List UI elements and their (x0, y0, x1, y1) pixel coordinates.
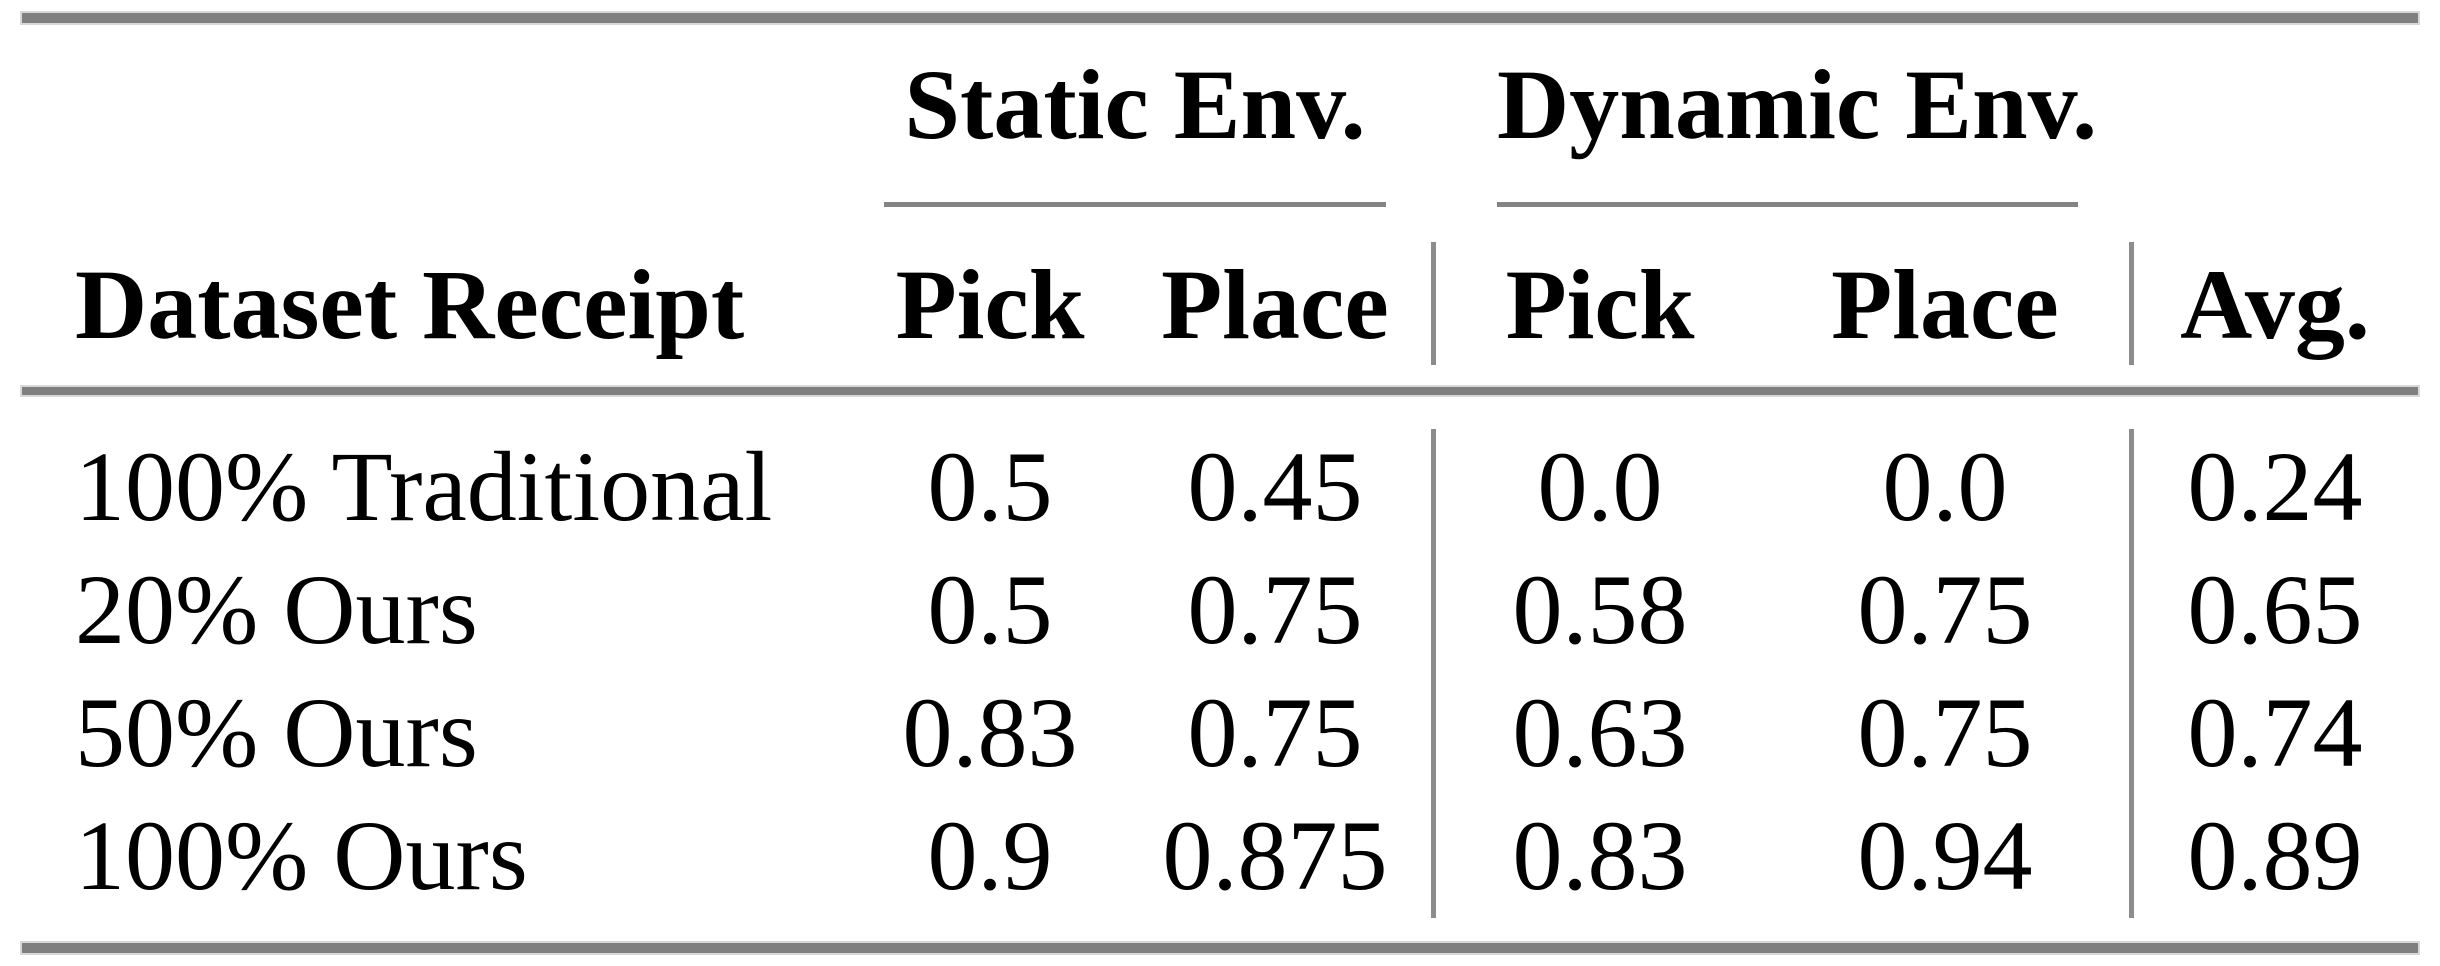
cell-avg: 0.65 (2187, 554, 2363, 665)
cell-static-place: 0.75 (1187, 677, 1363, 788)
top-rule (20, 11, 2420, 25)
header-avg: Avg. (2180, 249, 2370, 360)
cell-dynamic-pick: 0.0 (1537, 431, 1663, 542)
cell-static-place: 0.75 (1187, 554, 1363, 665)
cell-static-place: 0.45 (1187, 431, 1363, 542)
cell-avg: 0.74 (2187, 677, 2363, 788)
cell-dynamic-place: 0.75 (1857, 677, 2033, 788)
dynamic-env-underline-rule (1497, 202, 2078, 207)
table-row: 100% Ours 0.9 0.875 0.83 0.94 0.89 (20, 794, 2420, 917)
cell-static-pick: 0.5 (927, 554, 1053, 665)
cell-dynamic-place: 0.75 (1857, 554, 2033, 665)
static-env-underline-rule (884, 202, 1386, 207)
row-label: 20% Ours (75, 554, 478, 665)
cell-static-pick: 0.9 (927, 800, 1053, 911)
vertical-rule-dynamic-avg-body (2129, 429, 2134, 918)
cell-dynamic-pick: 0.63 (1512, 677, 1688, 788)
cell-dynamic-place: 0.0 (1882, 431, 2008, 542)
cell-avg: 0.89 (2187, 800, 2363, 911)
cell-static-place: 0.875 (1162, 800, 1388, 911)
column-group-static-env: Static Env. (904, 49, 1366, 160)
header-dataset-receipt: Dataset Receipt (75, 249, 745, 360)
cell-static-pick: 0.83 (902, 677, 1078, 788)
cell-avg: 0.24 (2187, 431, 2363, 542)
table-row: 20% Ours 0.5 0.75 0.58 0.75 0.65 (20, 548, 2420, 671)
vertical-rule-dynamic-avg-header (2129, 242, 2134, 365)
row-label: 100% Ours (75, 800, 528, 911)
cell-dynamic-place: 0.94 (1857, 800, 2033, 911)
header-dynamic-place: Place (1831, 249, 2059, 360)
header-dynamic-pick: Pick (1505, 249, 1695, 360)
cell-dynamic-pick: 0.83 (1512, 800, 1688, 911)
cell-dynamic-pick: 0.58 (1512, 554, 1688, 665)
vertical-rule-static-dynamic-body (1431, 429, 1436, 918)
header-static-pick: Pick (895, 249, 1085, 360)
table-header-row: Dataset Receipt Pick Place Pick Place Av… (20, 230, 2420, 380)
table-row: 100% Traditional 0.5 0.45 0.0 0.0 0.24 (20, 425, 2420, 548)
vertical-rule-static-dynamic-header (1431, 242, 1436, 365)
bottom-rule (20, 941, 2420, 955)
row-label: 100% Traditional (75, 431, 773, 542)
table-row: 50% Ours 0.83 0.75 0.63 0.75 0.74 (20, 671, 2420, 794)
row-label: 50% Ours (75, 677, 478, 788)
column-group-dynamic-env: Dynamic Env. (1497, 49, 2098, 160)
cell-static-pick: 0.5 (927, 431, 1053, 542)
header-body-separator-rule (20, 385, 2420, 397)
header-static-place: Place (1161, 249, 1389, 360)
